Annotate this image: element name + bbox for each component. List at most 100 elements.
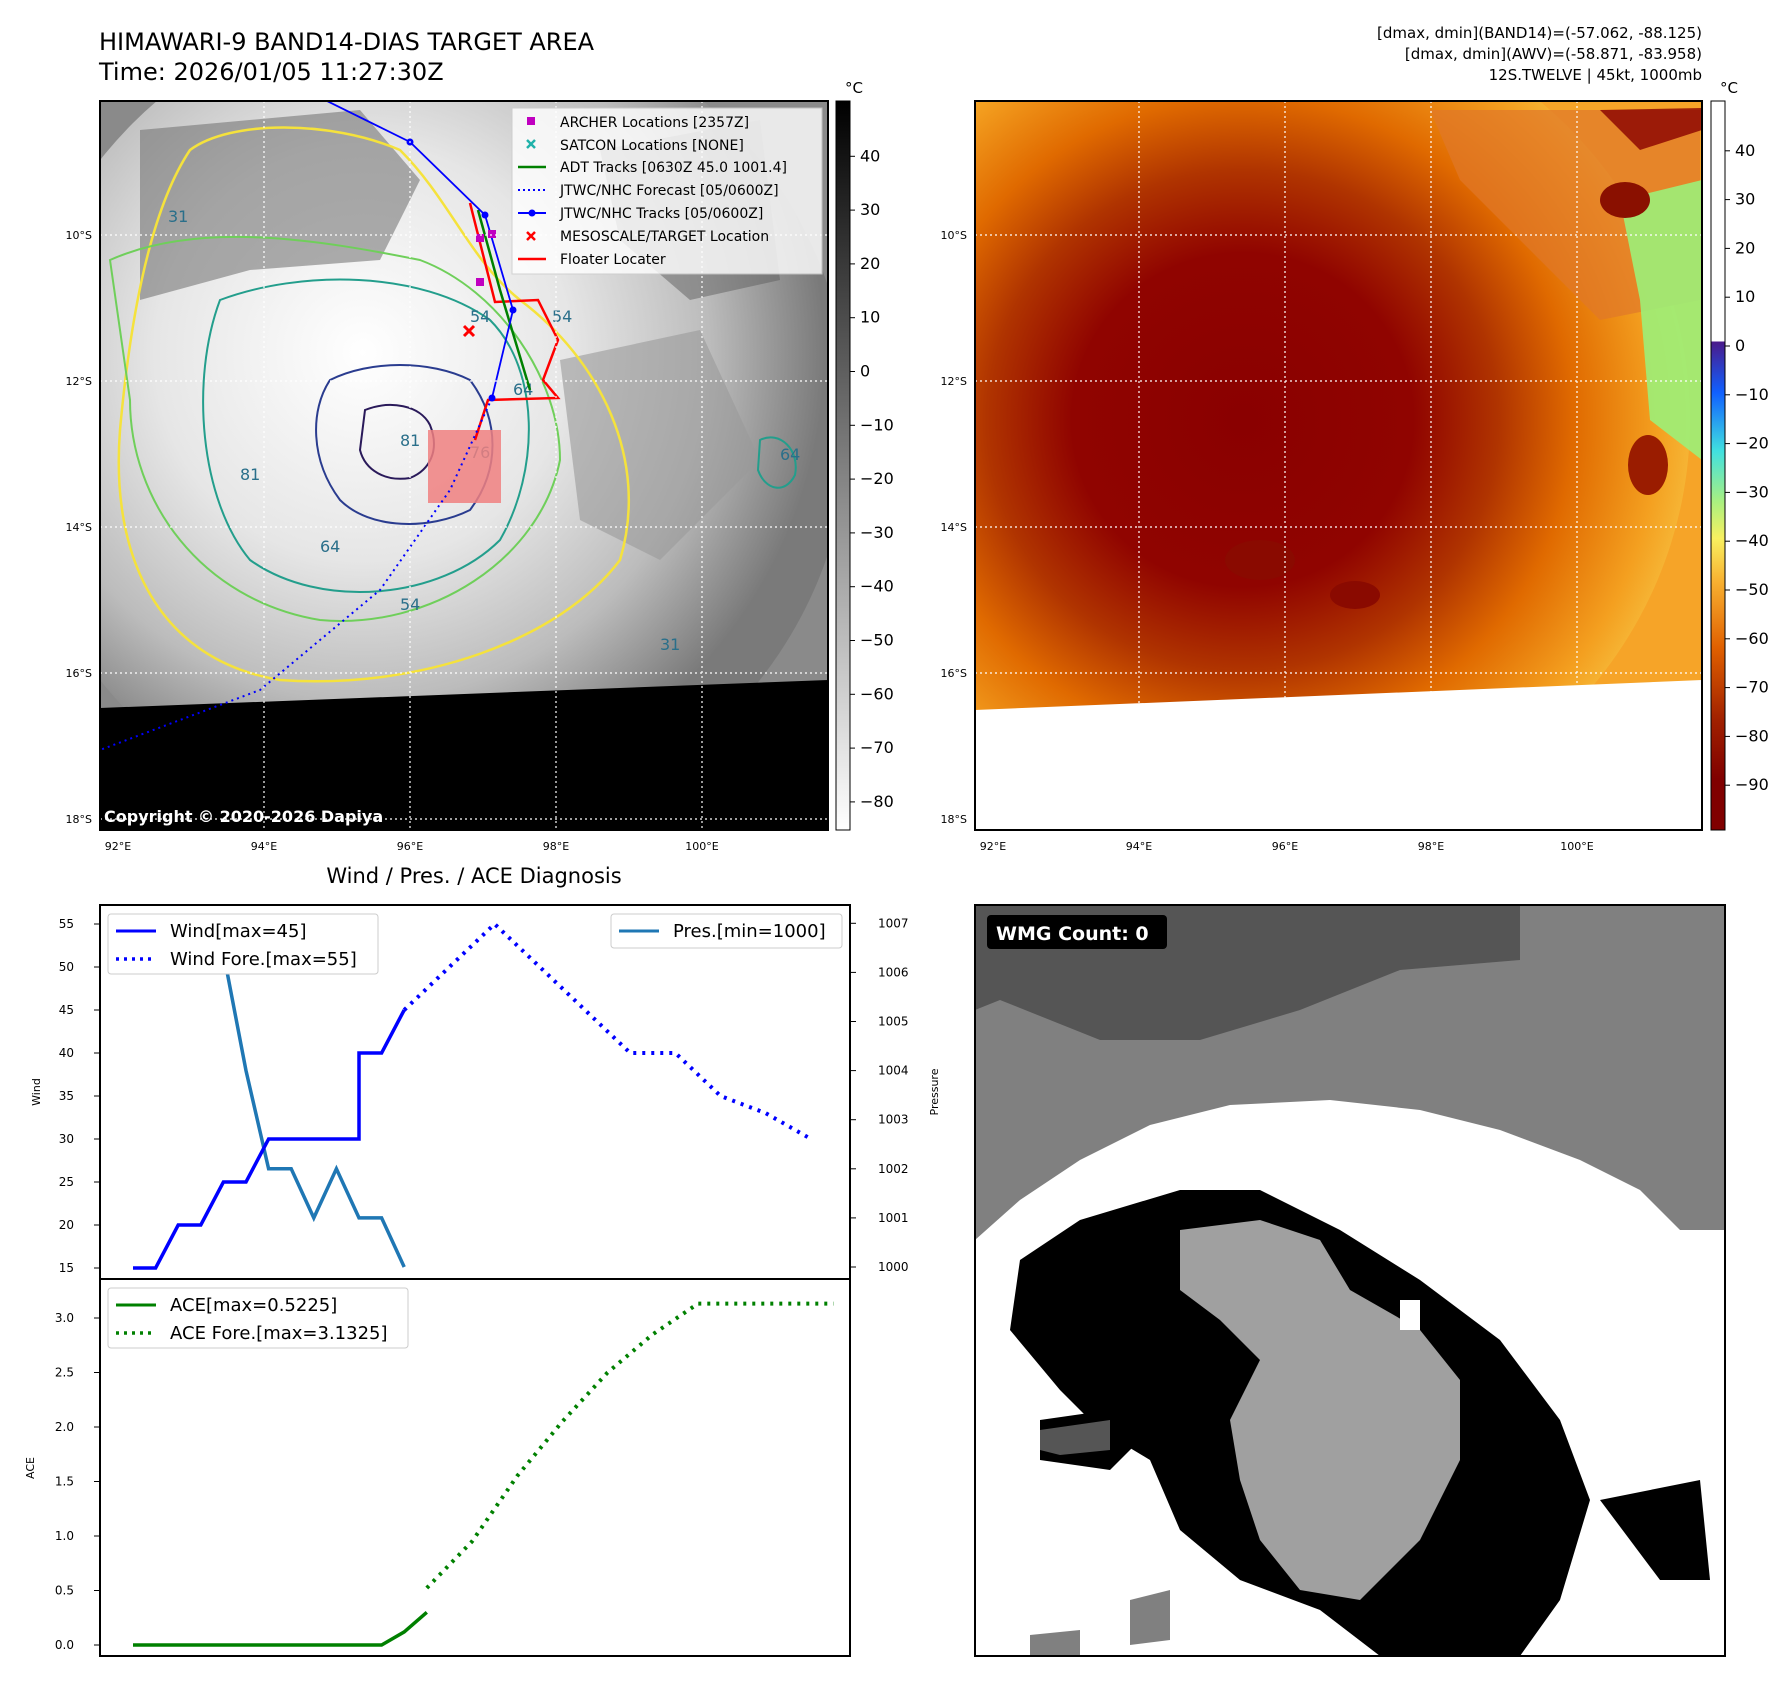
wmg-count-badge: [987, 915, 1167, 949]
grayscale-colorbar: °C 40 30 20 10 0 −10 −20 −30 −40 −50 −60 −70 −80: [835, 79, 894, 831]
colorbar-tick-label: −10: [1735, 385, 1769, 404]
wind-legend-label: Wind[max=45]: [170, 921, 307, 942]
x-marker-icon: [526, 231, 536, 241]
pressure-tick-label: 1003: [878, 1113, 909, 1127]
lon-label: 96°E: [1272, 840, 1298, 853]
ace-axes-frame: [99, 1278, 851, 1657]
contour-label: 64: [780, 445, 800, 464]
colorbar-tick-label: 30: [860, 200, 880, 219]
target-area-box: [428, 430, 501, 503]
colorbar-tick-label: 0: [860, 362, 870, 381]
lat-label: 16°S: [941, 667, 967, 680]
pressure-axis-label: Pressure: [928, 1068, 941, 1115]
legend-label: MESOSCALE/TARGET Location: [560, 229, 769, 245]
legend-item-mesoscale: MESOSCALE/TARGET Location: [526, 229, 769, 245]
colorbar-tick-label: 40: [860, 146, 880, 165]
floater-locater-line: [468, 202, 561, 441]
legend-item-floater: Floater Locater: [518, 252, 666, 268]
wind-series-group: [133, 921, 812, 1270]
legend-label: SATCON Locations [NONE]: [560, 138, 744, 154]
ace-forecast-series-line: [425, 1301, 834, 1590]
ace-tick-label: 1.0: [55, 1529, 74, 1543]
contour-label: 54: [552, 307, 572, 326]
wind-y-ticks: 15 20 25 30 35 40 45 50 55: [59, 917, 100, 1275]
lat-label: 14°S: [66, 521, 92, 534]
legend-label: Floater Locater: [560, 252, 666, 268]
colorbar-tick-label: −30: [860, 523, 894, 542]
stats-line-2: [dmax, dmin](AWV)=(-58.871, -83.958): [1405, 45, 1702, 63]
pressure-series-line: [133, 921, 406, 1268]
diagnosis-title: Wind / Pres. / ACE Diagnosis: [326, 864, 621, 888]
lat-label: 18°S: [941, 813, 967, 826]
ir-color-map: [975, 101, 1702, 830]
colorbar-tick-label: −40: [1735, 531, 1769, 550]
lon-label: 94°E: [1126, 840, 1152, 853]
wind-series-line: [133, 1009, 406, 1270]
legend-label: JTWC/NHC Forecast [05/0600Z]: [559, 183, 779, 199]
wind-tick-label: 45: [59, 1003, 74, 1017]
ace-tick-label: 2.5: [55, 1366, 74, 1380]
colorbar-tick-label: 10: [1735, 287, 1755, 306]
colorbar-tick-label: −40: [860, 577, 894, 596]
pressure-tick-label: 1007: [878, 916, 909, 930]
figure-time: Time: 2026/01/05 11:27:30Z: [98, 58, 444, 86]
wmg-panel: [975, 905, 1725, 1656]
colorbar-tick-label: −30: [1735, 482, 1769, 501]
lon-label: 96°E: [397, 840, 423, 853]
ace-tick-label: 2.0: [55, 1420, 74, 1434]
colorbar-tick-label: −90: [1735, 775, 1769, 794]
archer-marker: [476, 234, 484, 242]
jtwc-forecast-line: [100, 397, 493, 751]
map-legend: ARCHER Locations [2357Z] SATCON Location…: [511, 107, 823, 275]
lat-label: 12°S: [66, 375, 92, 388]
ace-series-line: [133, 1610, 428, 1647]
lat-label: 18°S: [66, 813, 92, 826]
legend-item-adt: ADT Tracks [0630Z 45.0 1001.4]: [518, 160, 787, 176]
colorbar-tick-label: −80: [860, 792, 894, 811]
square-marker-icon: [527, 117, 535, 125]
ace-forecast-legend-label: ACE Fore.[max=3.1325]: [170, 1323, 388, 1344]
archer-marker: [476, 278, 484, 286]
ace-chart: ACE 0.0 0.5 1.0 1.5 2.0 2.5 3.0 ACE[max=0.5225…: [24, 1278, 851, 1657]
lat-lon-grid: [975, 101, 1702, 830]
wind-tick-label: 25: [59, 1175, 74, 1189]
pressure-legend: Pres.[min=1000]: [610, 913, 843, 949]
lat-label: 14°S: [941, 521, 967, 534]
colorbar-ticks: 40 30 20 10 0 −10 −20 −30 −40 −50 −60 −70 −80 −90: [1725, 141, 1769, 794]
colorbar-tick-label: 20: [1735, 238, 1755, 257]
right-lon-labels: 92°E 94°E 96°E 98°E 100°E: [980, 840, 1594, 853]
figure-title: HIMAWARI-9 BAND14-DIAS TARGET AREA: [99, 28, 595, 56]
target-location-marker: [462, 324, 476, 338]
wind-legend: Wind[max=45] Wind Fore.[max=55]: [107, 913, 379, 975]
pressure-tick-label: 1005: [878, 1015, 909, 1029]
legend-item-jtwc-forecast: JTWC/NHC Forecast [05/0600Z]: [518, 183, 779, 199]
wind-tick-label: 50: [59, 960, 74, 974]
color-map-frame: [974, 100, 1703, 831]
contour-label: 31: [660, 635, 680, 654]
wind-tick-label: 35: [59, 1089, 74, 1103]
pressure-y-ticks: 1000 1001 1002 1003 1004 1005 1006 1007: [850, 916, 909, 1274]
jtwc-track-point: [481, 211, 489, 219]
colorbar-tick-label: −20: [1735, 434, 1769, 453]
ace-series-group: [133, 1301, 834, 1647]
wmg-frame: [974, 904, 1726, 1657]
contour-label: 31: [168, 207, 188, 226]
colorbar-tick-label: 20: [860, 254, 880, 273]
legend-item-archer: ARCHER Locations [2357Z]: [527, 115, 749, 131]
ace-tick-label: 3.0: [55, 1311, 74, 1325]
wind-tick-label: 40: [59, 1046, 74, 1060]
left-lat-labels: 10°S 12°S 14°S 16°S 18°S: [66, 229, 92, 826]
legend-item-jtwc-tracks: JTWC/NHC Tracks [05/0600Z]: [518, 206, 763, 222]
colorbar-tick-label: −50: [1735, 580, 1769, 599]
left-lon-labels: 92°E 94°E 96°E 98°E 100°E: [105, 840, 719, 853]
wind-tick-label: 20: [59, 1218, 74, 1232]
copyright-watermark: Copyright © 2020-2026 Dapiya: [104, 807, 383, 826]
x-marker-icon: [526, 139, 536, 149]
stats-line-1: [dmax, dmin](BAND14)=(-57.062, -88.125): [1377, 24, 1702, 42]
legend-label: ARCHER Locations [2357Z]: [560, 115, 749, 131]
colorbar-tick-label: −20: [860, 469, 894, 488]
wind-tick-label: 15: [59, 1261, 74, 1275]
ace-axis-label: ACE: [24, 1457, 37, 1479]
wind-forecast-series-line: [402, 921, 812, 1141]
